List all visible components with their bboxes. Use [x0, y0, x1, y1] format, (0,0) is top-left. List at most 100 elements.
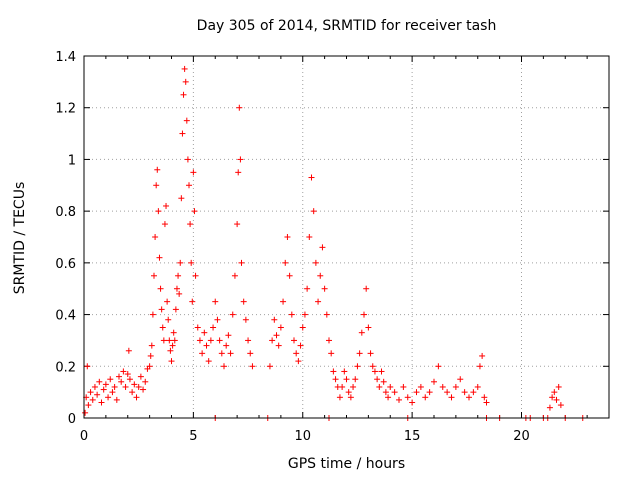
data-point [187, 221, 194, 228]
data-point [299, 324, 306, 331]
data-point [96, 378, 103, 385]
data-point [266, 363, 273, 370]
y-tick-label: 0 [68, 412, 76, 427]
data-point [374, 376, 381, 383]
data-point [365, 324, 372, 331]
data-point [165, 316, 172, 323]
x-tick-label: 5 [189, 429, 197, 444]
data-point [135, 383, 142, 390]
data-point [321, 285, 328, 292]
data-point [238, 259, 245, 266]
data-point [152, 234, 159, 240]
data-point [218, 350, 225, 357]
data-point [284, 234, 291, 240]
data-point [404, 394, 411, 401]
data-point [236, 104, 243, 111]
data-point [166, 337, 173, 344]
data-point [328, 350, 335, 357]
data-point [131, 381, 138, 388]
data-point [168, 358, 175, 365]
data-point [273, 332, 280, 339]
data-point [146, 363, 153, 370]
data-point [385, 394, 392, 401]
data-point [82, 409, 89, 416]
data-point [214, 316, 221, 323]
data-point [249, 363, 256, 370]
data-point [176, 290, 183, 297]
data-point [457, 376, 464, 383]
data-point [422, 394, 429, 401]
data-point [315, 298, 322, 305]
data-point [354, 363, 361, 370]
data-point [151, 272, 157, 279]
data-point [291, 337, 297, 344]
data-point [387, 383, 394, 390]
data-point [237, 156, 244, 163]
data-point [154, 166, 161, 173]
data-point [470, 389, 477, 396]
data-point [158, 306, 165, 313]
data-point [191, 208, 198, 215]
data-point [175, 272, 182, 279]
data-point [549, 394, 556, 401]
data-point [382, 389, 389, 396]
data-point [293, 350, 300, 357]
data-point [171, 337, 178, 344]
axis-ticks: 0 0.2 0.4 0.6 0.8 1 1.2 1.4 0 5 10 15 20 [55, 50, 609, 444]
data-point [350, 383, 357, 390]
data-point [235, 169, 242, 176]
data-point [126, 376, 133, 383]
data-point [247, 350, 254, 357]
data-point [310, 208, 317, 215]
data-point [376, 383, 383, 390]
x-tick-label: 20 [513, 429, 530, 444]
data-point [157, 285, 164, 292]
data-point [160, 337, 167, 344]
data-point [129, 389, 136, 396]
y-tick-label: 0.8 [55, 205, 76, 220]
data-point [361, 311, 367, 318]
data-point [347, 394, 354, 401]
data-point [172, 306, 179, 313]
y-tick-label: 0.2 [55, 360, 76, 375]
data-point [332, 376, 339, 383]
data-point [229, 311, 236, 318]
data-point [297, 342, 304, 349]
data-point [212, 298, 219, 305]
data-point [184, 156, 191, 163]
data-point [345, 389, 352, 396]
data-point [553, 396, 560, 403]
data-point [137, 373, 144, 380]
data-point [304, 285, 311, 292]
data-point [147, 352, 154, 359]
data-point [87, 389, 94, 396]
data-point [452, 383, 459, 390]
data-point [85, 402, 92, 409]
data-point [435, 363, 442, 370]
data-point [109, 389, 116, 396]
data-point [413, 389, 420, 396]
data-point [173, 285, 180, 292]
data-point [118, 378, 125, 385]
data-point [203, 342, 210, 349]
data-point [179, 130, 186, 137]
data-point [167, 347, 174, 354]
data-point [306, 234, 313, 240]
data-point [133, 394, 140, 401]
data-point [277, 324, 284, 331]
y-axis-label: SRMTID / TECUs [12, 181, 28, 295]
data-point [84, 363, 91, 370]
data-point [391, 389, 398, 396]
y-tick-label: 1.4 [55, 50, 76, 65]
y-tick-label: 0.6 [55, 257, 76, 272]
data-point [326, 337, 332, 344]
data-point [107, 376, 114, 383]
data-point [341, 368, 348, 375]
data-point [125, 347, 132, 354]
data-point [557, 402, 564, 409]
data-point [148, 342, 155, 349]
data-point [210, 324, 217, 331]
data-point [161, 221, 168, 228]
data-point [295, 358, 302, 365]
data-point [192, 272, 199, 279]
